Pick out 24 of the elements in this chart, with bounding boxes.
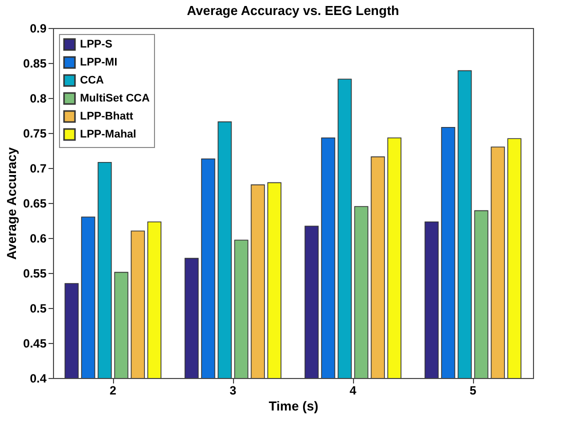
legend-label: LPP-Bhatt: [80, 110, 134, 122]
y-tick-label: 0.7: [30, 162, 47, 176]
y-tick-label: 0.55: [23, 266, 47, 280]
y-tick-label: 0.45: [23, 336, 47, 350]
x-tick-label: 5: [470, 384, 477, 398]
y-tick-label: 0.4: [30, 372, 47, 386]
y-tick-label: 0.8: [30, 92, 47, 106]
y-tick-label: 0.65: [23, 196, 47, 210]
chart-title: Average Accuracy vs. EEG Length: [186, 3, 400, 18]
x-tick-label: 2: [110, 384, 117, 398]
legend-label: CCA: [80, 74, 104, 86]
y-tick-label: 0.5: [30, 302, 47, 316]
legend-label: LPP-Mahal: [80, 128, 136, 140]
legend-label: MultiSet CCA: [80, 92, 150, 104]
x-tick-label: 4: [350, 384, 357, 398]
y-tick-label: 0.6: [30, 232, 47, 246]
y-tick-label: 0.9: [30, 22, 47, 36]
legend-label: LPP-MI: [80, 56, 118, 68]
y-tick-label: 0.85: [23, 56, 47, 70]
legend-label: LPP-S: [80, 38, 112, 50]
y-tick-label: 0.75: [23, 126, 47, 140]
y-axis-title: Average Accuracy: [4, 146, 20, 260]
x-tick-label: 3: [230, 384, 237, 398]
x-axis-title: Time (s): [268, 398, 318, 414]
